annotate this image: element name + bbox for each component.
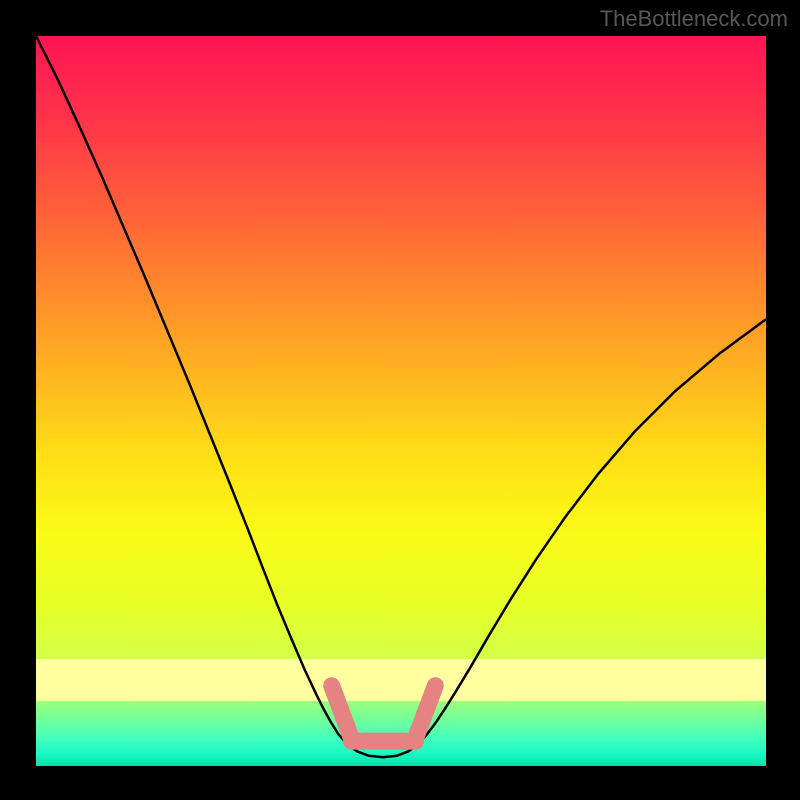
gradient-background	[36, 36, 766, 766]
chart-svg	[36, 36, 766, 766]
chart-frame: TheBottleneck.com	[0, 0, 800, 800]
watermark-text: TheBottleneck.com	[600, 6, 788, 32]
plot-area	[36, 36, 766, 766]
